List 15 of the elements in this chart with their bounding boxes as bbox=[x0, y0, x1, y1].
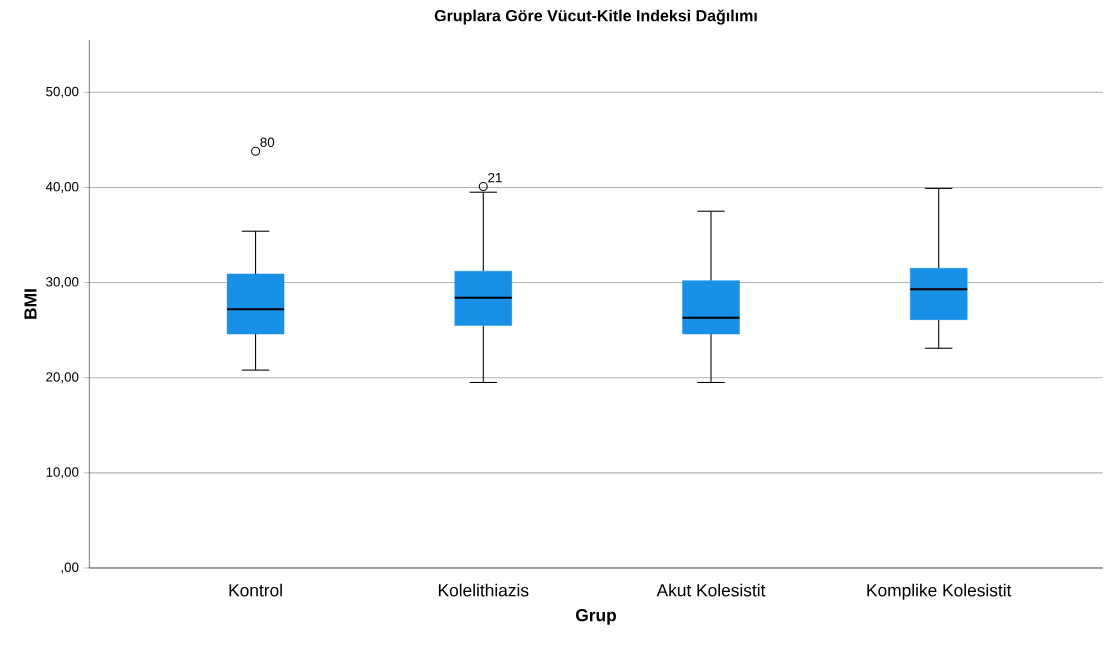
y-tick-label: 10,00 bbox=[46, 467, 79, 479]
y-tick-label: 20,00 bbox=[46, 372, 79, 384]
chart-title: Gruplara Göre Vücut-Kitle Indeksi Dağılımı bbox=[434, 9, 757, 25]
y-tick-label: ,00 bbox=[61, 562, 79, 574]
x-tick-label: Akut Kolesistit bbox=[656, 583, 766, 597]
x-tick-label: Kolelithiazis bbox=[438, 583, 529, 597]
annotation: 80 bbox=[260, 137, 275, 147]
annotation: 21 bbox=[488, 172, 502, 183]
y-tick-label: 40,00 bbox=[45, 181, 79, 193]
y-tick-label: 30,00 bbox=[46, 276, 79, 288]
x-axis-title: Grup bbox=[576, 608, 616, 625]
x-tick-label: Kontrol bbox=[229, 583, 282, 597]
x-tick-label: Komplike Kolesistit bbox=[867, 583, 1012, 600]
y-tick-label: 50,00 bbox=[46, 86, 79, 98]
y-axis-title: BMI bbox=[24, 289, 37, 319]
